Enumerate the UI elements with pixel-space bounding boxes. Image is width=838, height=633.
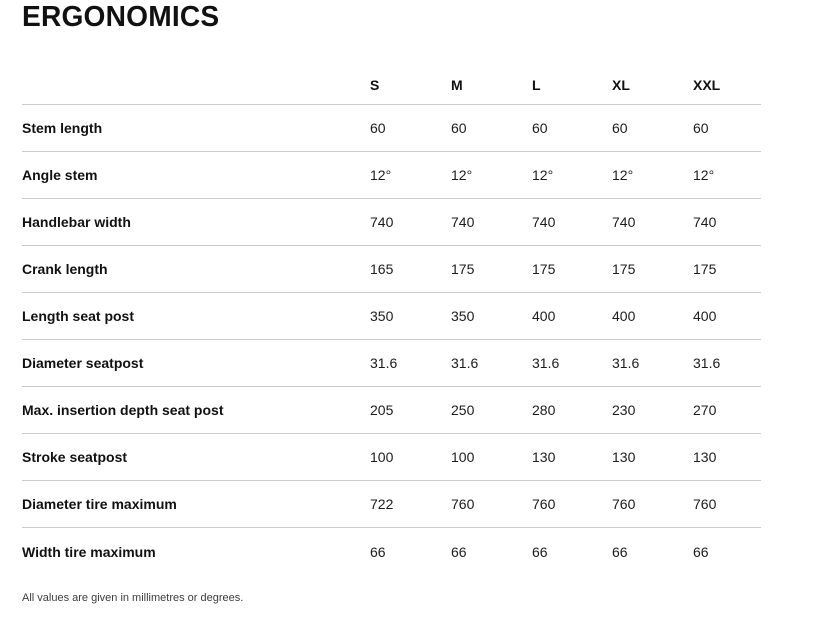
table-cell: 130 <box>693 433 761 481</box>
row-label: Diameter seatpost <box>22 339 370 387</box>
table-cell: 12° <box>612 151 693 199</box>
column-header-m: M <box>451 76 463 93</box>
table-cell: 740 <box>693 198 761 246</box>
table-cell: 175 <box>451 245 532 293</box>
table-cell: 31.6 <box>693 339 761 387</box>
table-cell: 100 <box>370 433 451 481</box>
table-row: Handlebar width 740 740 740 740 740 <box>22 198 761 246</box>
table-cell: 760 <box>693 480 761 528</box>
table-cell: 280 <box>532 386 612 434</box>
table-row: Max. insertion depth seat post 205 250 280 2… <box>22 386 761 434</box>
table-row: Length seat post 350 350 400 400 400 <box>22 292 761 340</box>
table-cell: 270 <box>693 386 761 434</box>
column-header-l: L <box>532 76 541 93</box>
table-cell: 60 <box>612 104 693 152</box>
row-label: Diameter tire maximum <box>22 480 370 528</box>
table-cell: 400 <box>693 292 761 340</box>
table-cell: 60 <box>693 104 761 152</box>
table-row: Angle stem 12° 12° 12° 12° 12° <box>22 151 761 199</box>
table-cell: 130 <box>612 433 693 481</box>
table-body: Stem length 60 60 60 60 60 Angle stem 12° 12° 12°… <box>22 104 761 575</box>
table-cell: 12° <box>451 151 532 199</box>
row-label: Handlebar width <box>22 198 370 246</box>
units-footnote: All values are given in millimetres or d… <box>22 591 244 604</box>
page-title: ERGONOMICS <box>22 1 220 33</box>
table-cell: 66 <box>532 527 612 575</box>
table-cell: 722 <box>370 480 451 528</box>
table-cell: 760 <box>451 480 532 528</box>
row-label: Max. insertion depth seat post <box>22 386 370 434</box>
row-label: Stroke seatpost <box>22 433 370 481</box>
row-label: Stem length <box>22 104 370 152</box>
table-cell: 350 <box>370 292 451 340</box>
table-cell: 740 <box>451 198 532 246</box>
table-cell: 60 <box>532 104 612 152</box>
table-cell: 400 <box>532 292 612 340</box>
column-header-xxl: XXL <box>693 76 721 93</box>
table-cell: 400 <box>612 292 693 340</box>
table-cell: 12° <box>370 151 451 199</box>
corner-cell <box>22 65 370 105</box>
table-cell: 230 <box>612 386 693 434</box>
ergonomics-table: S M L XL XXL Stem length 60 60 60 60 60 Angle stem… <box>22 65 761 575</box>
table-cell: 100 <box>451 433 532 481</box>
table-cell: 31.6 <box>370 339 451 387</box>
table-row: Diameter tire maximum 722 760 760 760 760 <box>22 480 761 528</box>
table-cell: 740 <box>370 198 451 246</box>
table-cell: 130 <box>532 433 612 481</box>
table-cell: 740 <box>612 198 693 246</box>
ergonomics-section: ERGONOMICS S M L XL XXL Stem length 60 60 60 60 6… <box>22 1 761 604</box>
row-label: Crank length <box>22 245 370 293</box>
row-label: Length seat post <box>22 292 370 340</box>
table-cell: 175 <box>693 245 761 293</box>
table-cell: 66 <box>370 527 451 575</box>
table-cell: 66 <box>612 527 693 575</box>
table-cell: 175 <box>612 245 693 293</box>
table-row: Width tire maximum 66 66 66 66 66 <box>22 527 761 575</box>
table-cell: 12° <box>532 151 612 199</box>
table-cell: 66 <box>693 527 761 575</box>
row-label: Angle stem <box>22 151 370 199</box>
column-header-s: S <box>370 76 380 93</box>
table-cell: 250 <box>451 386 532 434</box>
table-cell: 740 <box>532 198 612 246</box>
table-row: Diameter seatpost 31.6 31.6 31.6 31.6 31.6 <box>22 339 761 387</box>
row-label: Width tire maximum <box>22 527 370 575</box>
table-cell: 205 <box>370 386 451 434</box>
table-cell: 165 <box>370 245 451 293</box>
table-cell: 31.6 <box>532 339 612 387</box>
table-row: Stem length 60 60 60 60 60 <box>22 104 761 152</box>
table-cell: 760 <box>612 480 693 528</box>
table-row: Crank length 165 175 175 175 175 <box>22 245 761 293</box>
table-cell: 350 <box>451 292 532 340</box>
column-header-xl: XL <box>612 76 630 93</box>
table-header-row: S M L XL XXL <box>22 65 761 105</box>
table-cell: 60 <box>451 104 532 152</box>
table-cell: 31.6 <box>451 339 532 387</box>
table-cell: 760 <box>532 480 612 528</box>
table-cell: 31.6 <box>612 339 693 387</box>
table-cell: 66 <box>451 527 532 575</box>
table-row: Stroke seatpost 100 100 130 130 130 <box>22 433 761 481</box>
table-cell: 175 <box>532 245 612 293</box>
table-cell: 12° <box>693 151 761 199</box>
table-cell: 60 <box>370 104 451 152</box>
